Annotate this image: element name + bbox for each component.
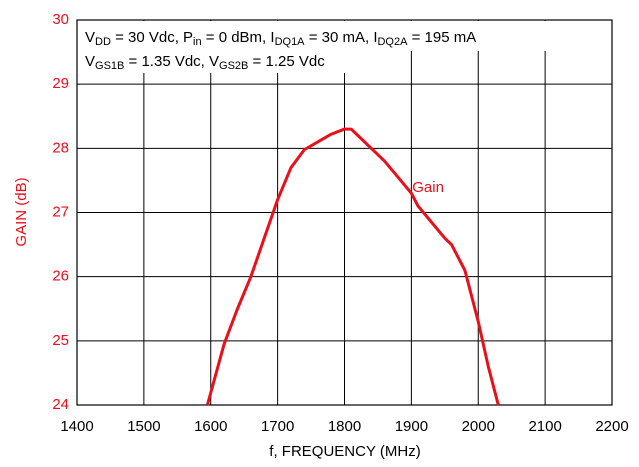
y-tick-label: 27 xyxy=(52,203,69,220)
plot-frame xyxy=(76,19,613,406)
x-tick-label: 2000 xyxy=(462,418,495,435)
annotation-part: DQ1A xyxy=(275,36,306,48)
y-tick-label: 29 xyxy=(52,75,69,92)
annotation-part: = 1.25 Vdc xyxy=(248,53,325,70)
annotation: VDD = 30 Vdc, Pin = 0 dBm, IDQ1A = 30 mA… xyxy=(85,29,476,48)
annotation-part: = 0 dBm, I xyxy=(202,29,275,46)
y-tick-label: 24 xyxy=(52,396,69,413)
annotation-part: in xyxy=(193,36,202,48)
x-tick-label: 1600 xyxy=(194,418,227,435)
x-tick-label: 1800 xyxy=(328,418,361,435)
x-tick-label: 1900 xyxy=(395,418,428,435)
annotation-part: GS1B xyxy=(95,60,124,72)
annotation: VGS1B = 1.35 Vdc, VGS2B = 1.25 Vdc xyxy=(85,53,325,72)
annotation-part: = 30 mA, I xyxy=(305,29,378,46)
annotation-part: DD xyxy=(95,36,111,48)
annotation-part: DQ2A xyxy=(377,36,408,48)
x-tick-label: 2100 xyxy=(528,418,561,435)
annotation-bg xyxy=(78,21,386,73)
annotation-part: GS2B xyxy=(219,60,248,72)
annotation-part: = 195 mA xyxy=(407,29,476,46)
x-tick-label: 2200 xyxy=(595,418,628,435)
y-tick-label: 28 xyxy=(52,139,69,156)
x-tick-label: 1700 xyxy=(261,418,294,435)
annotation-part: V xyxy=(85,53,95,70)
annotation-part: V xyxy=(85,29,95,46)
x-tick-label: 1500 xyxy=(127,418,160,435)
y-tick-label: 26 xyxy=(52,268,69,285)
y-tick-label: 25 xyxy=(52,332,69,349)
y-axis-title: GAIN (dB) xyxy=(13,177,30,246)
annotation-part: = 30 Vdc, P xyxy=(111,29,193,46)
y-tick-label: 30 xyxy=(52,11,69,28)
x-axis-title: f, FREQUENCY (MHz) xyxy=(269,443,420,460)
series-label: Gain xyxy=(412,179,444,196)
x-tick-label: 1400 xyxy=(60,418,93,435)
annotation-part: = 1.35 Vdc, V xyxy=(124,53,219,70)
line xyxy=(205,127,500,406)
